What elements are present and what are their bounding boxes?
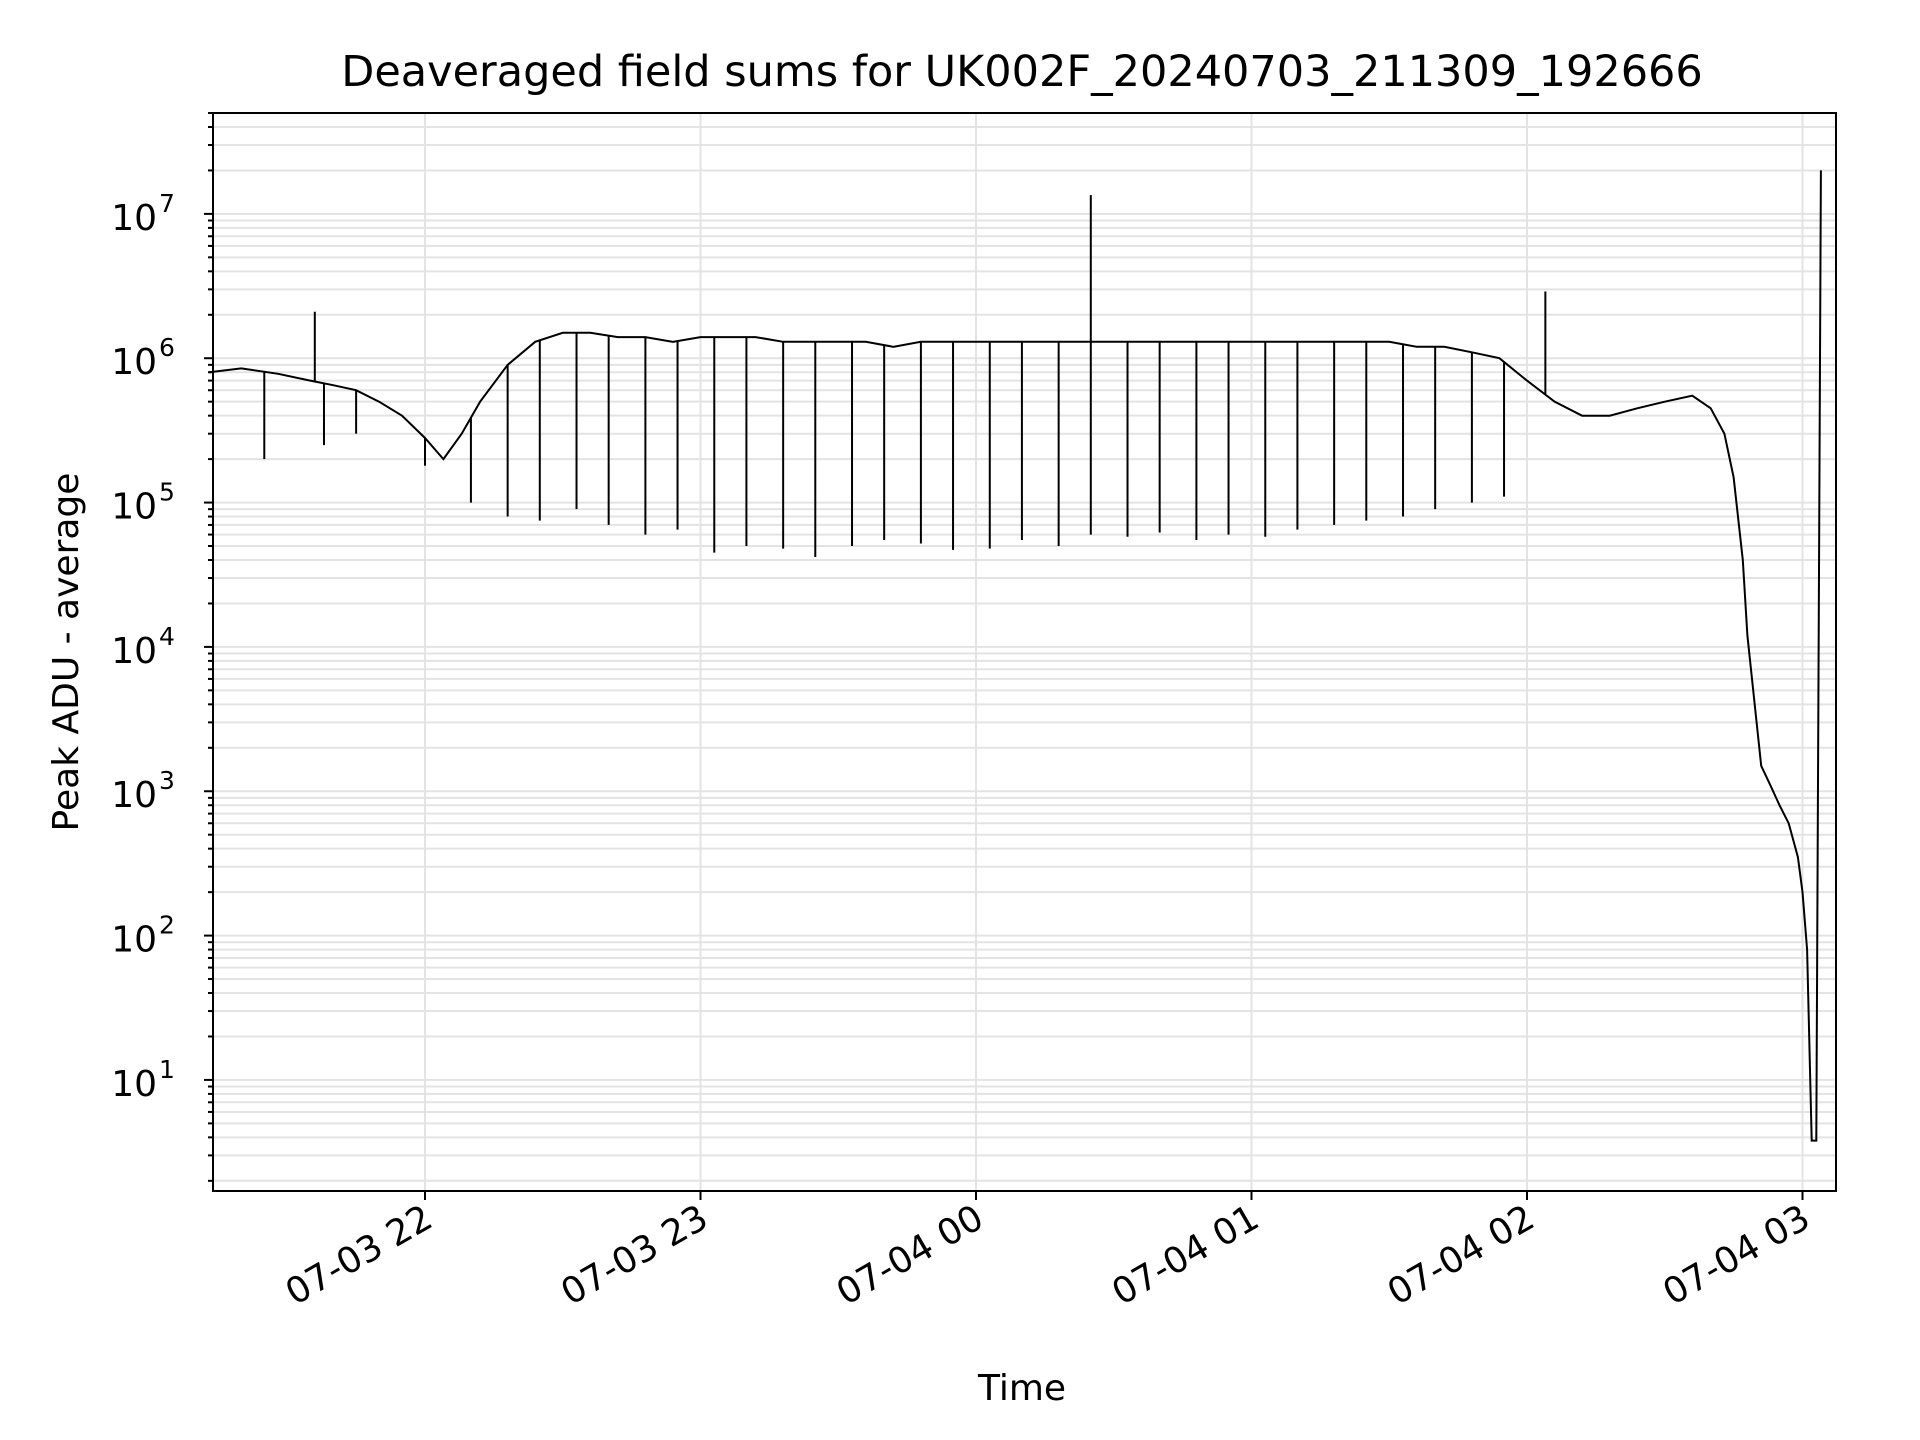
y-axis-label: Peak ADU - average — [46, 473, 87, 832]
plot-frame — [212, 112, 1837, 1192]
y-tick-exponent: 1 — [159, 1055, 175, 1084]
y-tick-label: 10 — [111, 631, 157, 672]
y-tick-label: 10 — [111, 487, 157, 528]
x-axis-label: Time — [977, 1368, 1066, 1409]
y-tick-exponent: 7 — [159, 189, 175, 218]
y-tick-label: 10 — [111, 1064, 157, 1105]
y-tick-label: 10 — [111, 775, 157, 816]
y-tick-label: 10 — [111, 198, 157, 239]
y-tick-exponent: 4 — [159, 622, 175, 651]
series-line — [209, 170, 1822, 1142]
chart-title: Deaveraged field sums for UK002F_2024070… — [341, 47, 1703, 97]
plot-area — [209, 170, 1822, 1142]
y-tick-label: 10 — [111, 342, 157, 383]
y-tick-exponent: 2 — [159, 911, 175, 940]
y-tick-exponent: 5 — [159, 478, 175, 507]
y-tick-label: 10 — [111, 920, 157, 961]
y-tick-exponent: 3 — [159, 766, 175, 795]
grid-lines — [213, 112, 1836, 1191]
y-tick-exponent: 6 — [159, 333, 175, 362]
